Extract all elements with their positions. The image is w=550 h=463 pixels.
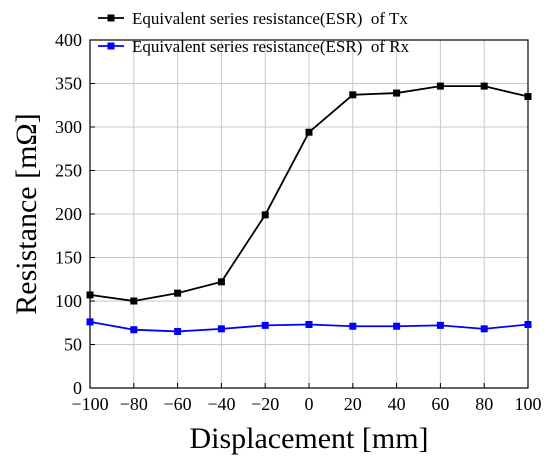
series-rx [86, 318, 532, 335]
y-axis-label: Resistance [mΩ] [10, 113, 43, 314]
y-tick-label: 400 [55, 30, 82, 50]
data-point [480, 325, 488, 333]
y-tick-label: 350 [55, 74, 82, 94]
data-point [217, 325, 225, 333]
legend-entry: Equivalent series resistance(ESR) of Rx [98, 37, 410, 56]
legend: Equivalent series resistance(ESR) of Tx E… [98, 9, 410, 56]
legend-label: Equivalent series resistance(ESR) of Tx [132, 9, 408, 28]
legend-entry: Equivalent series resistance(ESR) of Tx [98, 9, 408, 28]
legend-marker [107, 42, 115, 50]
data-point [349, 91, 357, 99]
x-tick-label: 40 [388, 394, 406, 414]
y-tick-label: 250 [55, 161, 82, 181]
data-point [86, 318, 94, 326]
x-tick-label: −100 [71, 394, 108, 414]
data-point [436, 321, 444, 329]
x-tick-label: 80 [475, 394, 493, 414]
data-point [305, 320, 313, 328]
data-point [480, 82, 488, 90]
data-point [305, 128, 313, 136]
data-point [261, 211, 269, 219]
data-point [524, 320, 532, 328]
data-point [261, 321, 269, 329]
axis-ticks: −100 −80 −60 −40 −20 0 20 40 60 80 100 0 50 100 150 200… [55, 30, 542, 414]
x-axis-label: Displacement [mm] [189, 422, 428, 455]
data-point [174, 289, 182, 297]
x-tick-label: −60 [164, 394, 192, 414]
data-point [349, 322, 357, 330]
data-point [393, 322, 401, 330]
data-point [524, 93, 532, 101]
data-point [217, 278, 225, 286]
data-point [174, 327, 182, 335]
series-group [86, 82, 532, 335]
x-tick-label: 0 [305, 394, 314, 414]
data-point [130, 326, 138, 334]
y-tick-label: 100 [55, 291, 82, 311]
data-point [393, 89, 401, 97]
x-tick-label: 100 [515, 394, 542, 414]
legend-marker [107, 14, 115, 22]
data-point [86, 291, 94, 299]
data-point [130, 297, 138, 305]
y-tick-label: 50 [64, 335, 82, 355]
x-tick-label: 20 [344, 394, 362, 414]
y-tick-label: 200 [55, 204, 82, 224]
x-tick-label: −80 [120, 394, 148, 414]
x-tick-label: −20 [251, 394, 279, 414]
y-tick-label: 0 [73, 378, 82, 398]
x-tick-label: −40 [207, 394, 235, 414]
legend-label: Equivalent series resistance(ESR) of Rx [132, 37, 410, 56]
y-tick-label: 150 [55, 248, 82, 268]
x-tick-label: 60 [431, 394, 449, 414]
data-point [436, 82, 444, 90]
grid-lines [89, 39, 529, 389]
series-tx [86, 82, 532, 305]
y-tick-label: 300 [55, 117, 82, 137]
